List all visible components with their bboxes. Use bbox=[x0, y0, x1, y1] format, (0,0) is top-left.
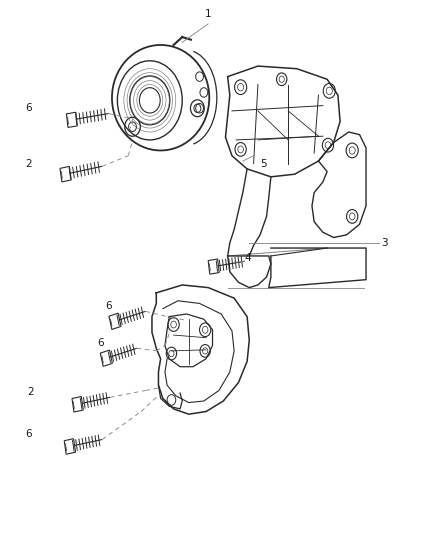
Text: 6: 6 bbox=[97, 338, 103, 348]
Polygon shape bbox=[60, 166, 71, 182]
Polygon shape bbox=[100, 350, 113, 366]
Text: 6: 6 bbox=[106, 301, 112, 311]
Text: 2: 2 bbox=[28, 387, 34, 397]
Text: 2: 2 bbox=[25, 159, 32, 168]
Text: 5: 5 bbox=[260, 159, 267, 168]
Text: 4: 4 bbox=[244, 253, 251, 263]
Polygon shape bbox=[208, 259, 219, 274]
Text: 6: 6 bbox=[25, 429, 32, 439]
Polygon shape bbox=[64, 439, 75, 454]
Polygon shape bbox=[72, 397, 83, 412]
Polygon shape bbox=[67, 112, 78, 127]
Polygon shape bbox=[109, 313, 121, 329]
Text: 6: 6 bbox=[25, 103, 32, 114]
Text: 3: 3 bbox=[381, 238, 388, 248]
Text: 1: 1 bbox=[205, 9, 212, 19]
